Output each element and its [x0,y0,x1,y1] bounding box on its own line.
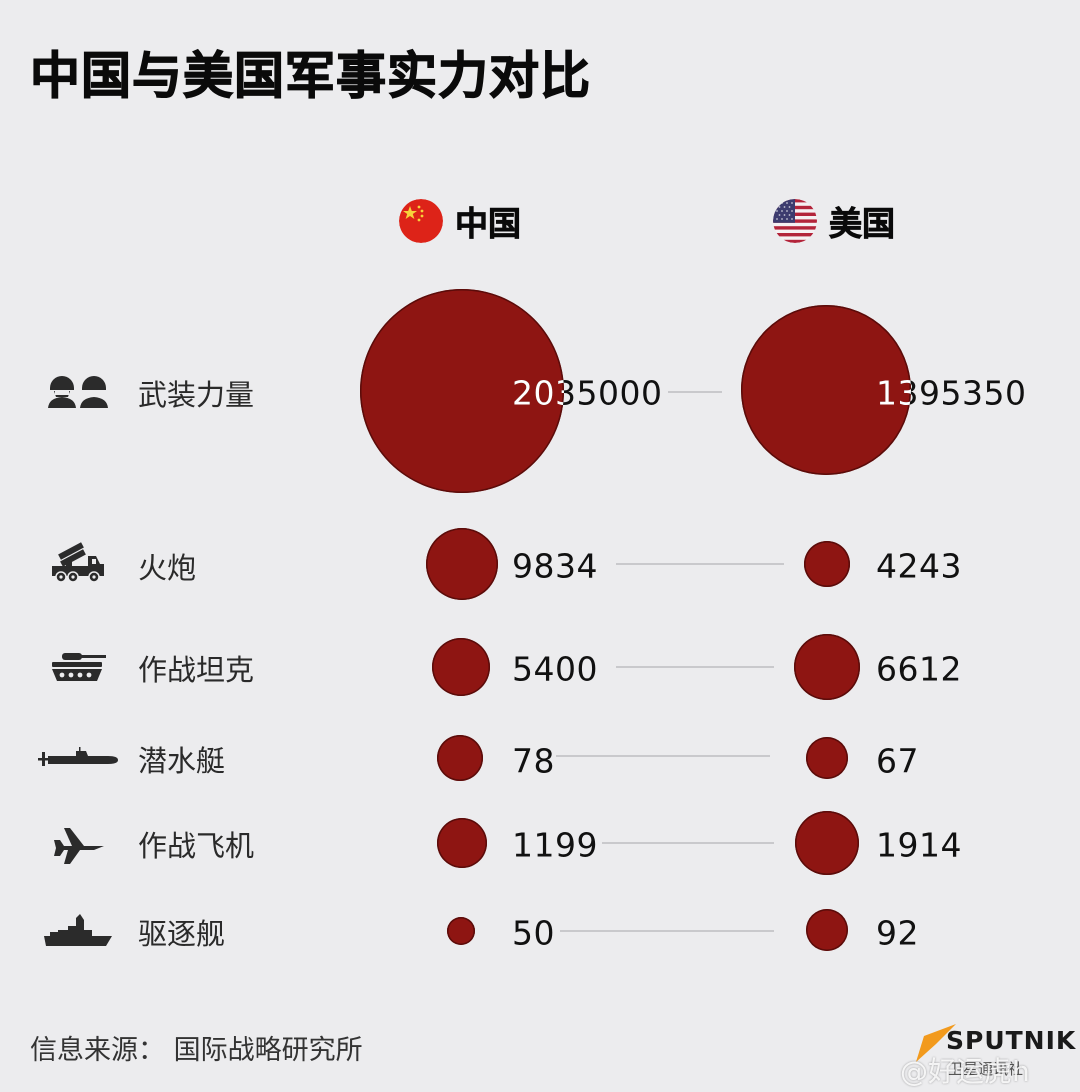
usa-label: 美国 [829,204,896,244]
submarine-icon [38,747,118,766]
usa-value-submarines: 67 [876,741,919,781]
connector-line [668,391,722,393]
china-header: 中国 [399,196,521,246]
chart-title: 中国与美国军事实力对比 [29,46,591,105]
sputnik-logo-icon [916,1024,956,1062]
usa-bubble-fighter-aircraft [795,811,859,875]
usa-header: 美国 [773,196,895,246]
usa-bubble-submarines [806,737,848,779]
usa-value-armed-forces-overlay: 1395350 [876,373,911,413]
row-label-tanks: 作战坦克 [138,653,255,687]
usa-flag-icon [773,199,817,243]
connector-line [556,755,770,757]
watermark: @好运虎h [900,1055,1030,1088]
china-value-armed-forces-overlay: 2035000 [512,373,564,413]
brand-name: SPUTNIK [946,1026,1077,1055]
china-flag-icon [399,199,443,243]
china-value-armed-forces: 2035000 [512,373,663,413]
china-bubble-fighter-aircraft [437,818,487,868]
row-label-armed-forces: 武装力量 [138,378,255,412]
china-bubble-destroyers [447,917,475,945]
fighter-jet-icon [54,828,104,864]
china-label: 中国 [455,204,522,244]
rocket-artillery-icon [52,542,104,583]
china-bubble-submarines [437,735,483,781]
usa-value-fighter-aircraft: 1914 [876,825,962,865]
soldiers-icon [48,376,108,408]
usa-bubble-tanks [794,634,860,700]
usa-value-armed-forces: 1395350 [876,373,1027,413]
usa-bubble-destroyers [806,909,848,951]
brand-subtitle: 卫星通讯社 [948,1060,1024,1078]
connector-line [616,563,784,565]
sputnik-logo: SPUTNIK 卫星通讯社 [916,1018,1075,1082]
china-bubble-armed-forces [360,289,564,493]
china-value-destroyers: 50 [512,913,555,953]
tank-icon [52,653,106,681]
usa-bubble-armed-forces [741,305,911,475]
usa-bubble-artillery [804,541,850,587]
china-bubble-tanks [432,638,490,696]
usa-value-artillery: 4243 [876,546,962,586]
usa-value-tanks: 6612 [876,649,962,689]
source-note: 信息来源： 国际战略研究所 [30,1035,363,1066]
china-value-artillery: 9834 [512,546,598,586]
china-value-fighter-aircraft: 1199 [512,825,598,865]
china-value-submarines: 78 [512,741,555,781]
row-label-artillery: 火炮 [138,551,197,585]
row-label-destroyers: 驱逐舰 [138,917,226,951]
china-value-tanks: 5400 [512,649,598,689]
connector-line [560,930,774,932]
row-label-fighter-aircraft: 作战飞机 [138,829,255,863]
connector-line [616,666,774,668]
china-bubble-artillery [426,528,498,600]
connector-line [602,842,774,844]
row-label-submarines: 潜水艇 [138,744,226,778]
usa-value-destroyers: 92 [876,913,919,953]
destroyer-icon [44,914,112,946]
